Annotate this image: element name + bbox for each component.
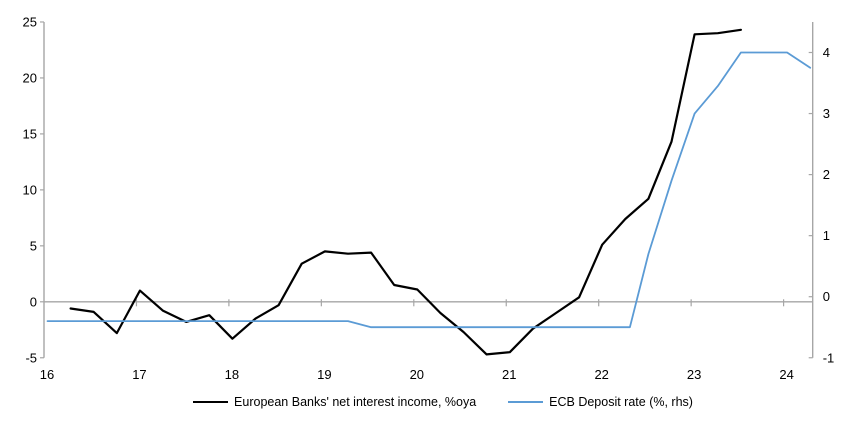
- left-axis-label: 5: [30, 238, 37, 253]
- legend-item-net-interest-income: European Banks' net interest income, %oy…: [193, 395, 476, 409]
- x-axis-label: 19: [317, 367, 331, 382]
- left-axis-label: 25: [23, 14, 37, 29]
- x-axis-label: 18: [225, 367, 239, 382]
- left-axis-label: 20: [23, 70, 37, 85]
- right-axis-label: 4: [823, 45, 830, 60]
- right-axis-label: -1: [823, 350, 835, 365]
- right-axis-label: 3: [823, 106, 830, 121]
- x-axis-label: 16: [40, 367, 54, 382]
- x-axis-label: 21: [502, 367, 516, 382]
- right-axis-label: 1: [823, 228, 830, 243]
- left-axis-label: 0: [30, 294, 37, 309]
- ecb-deposit-rate-line: [46, 51, 812, 329]
- legend-label-ecb-deposit-rate: ECB Deposit rate (%, rhs): [549, 395, 693, 409]
- x-axis-label: 24: [779, 367, 793, 382]
- left-axis-label: 15: [23, 126, 37, 141]
- legend-item-ecb-deposit-rate: ECB Deposit rate (%, rhs): [508, 395, 693, 409]
- ecb-deposit-rate-line-swatch: [508, 401, 544, 403]
- legend-label-net-interest-income: European Banks' net interest income, %oy…: [234, 395, 477, 409]
- x-axis-label: 20: [410, 367, 424, 382]
- legend: European Banks' net interest income, %oy…: [0, 395, 852, 409]
- x-axis-label: 23: [687, 367, 701, 382]
- right-axis-label: 2: [823, 167, 830, 182]
- left-axis-label: -5: [25, 350, 37, 365]
- right-axis-label: 0: [823, 289, 830, 304]
- x-axis-label: 17: [132, 367, 146, 382]
- left-axis-label: 10: [23, 182, 37, 197]
- x-axis-label: 22: [594, 367, 608, 382]
- net-interest-income-line: [69, 28, 743, 356]
- net-interest-income-line-swatch: [193, 401, 229, 403]
